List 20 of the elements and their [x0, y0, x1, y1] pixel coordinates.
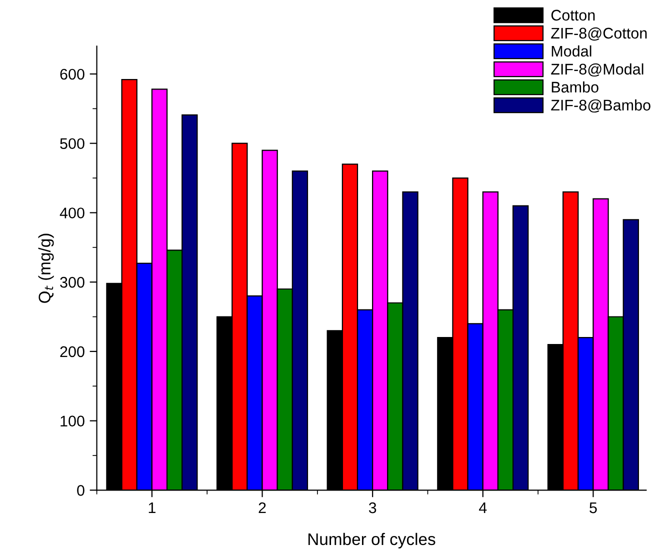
x-tick-label: 5: [590, 502, 597, 514]
legend-label: Modal: [552, 45, 592, 57]
x-tick-label: 1: [148, 502, 156, 514]
legend-label: ZIF-8@Cotton: [551, 27, 647, 41]
legend-label: ZIF-8@Modal: [551, 63, 644, 77]
legend-label: ZIF-8@Bambo: [551, 99, 650, 113]
y-axis-title: Q$_{t}$ (mg/g): [38, 234, 54, 303]
x-axis-title: Number of cycles: [308, 532, 436, 548]
y-tick-label: 600: [60, 68, 84, 80]
y-tick-label: 300: [60, 276, 84, 288]
y-tick-label: 100: [60, 416, 84, 426]
y-tick-label: 400: [60, 208, 84, 218]
y-tick-label: 0: [77, 485, 84, 496]
x-tick-label: 4: [478, 502, 487, 514]
y-tick-label: 200: [60, 346, 84, 358]
y-tick-label: 500: [60, 138, 84, 150]
legend-label: Cotton: [551, 10, 595, 21]
x-tick-label: 3: [368, 502, 376, 514]
x-tick-label: 2: [258, 502, 266, 514]
legend-label: Bambo: [552, 81, 598, 93]
